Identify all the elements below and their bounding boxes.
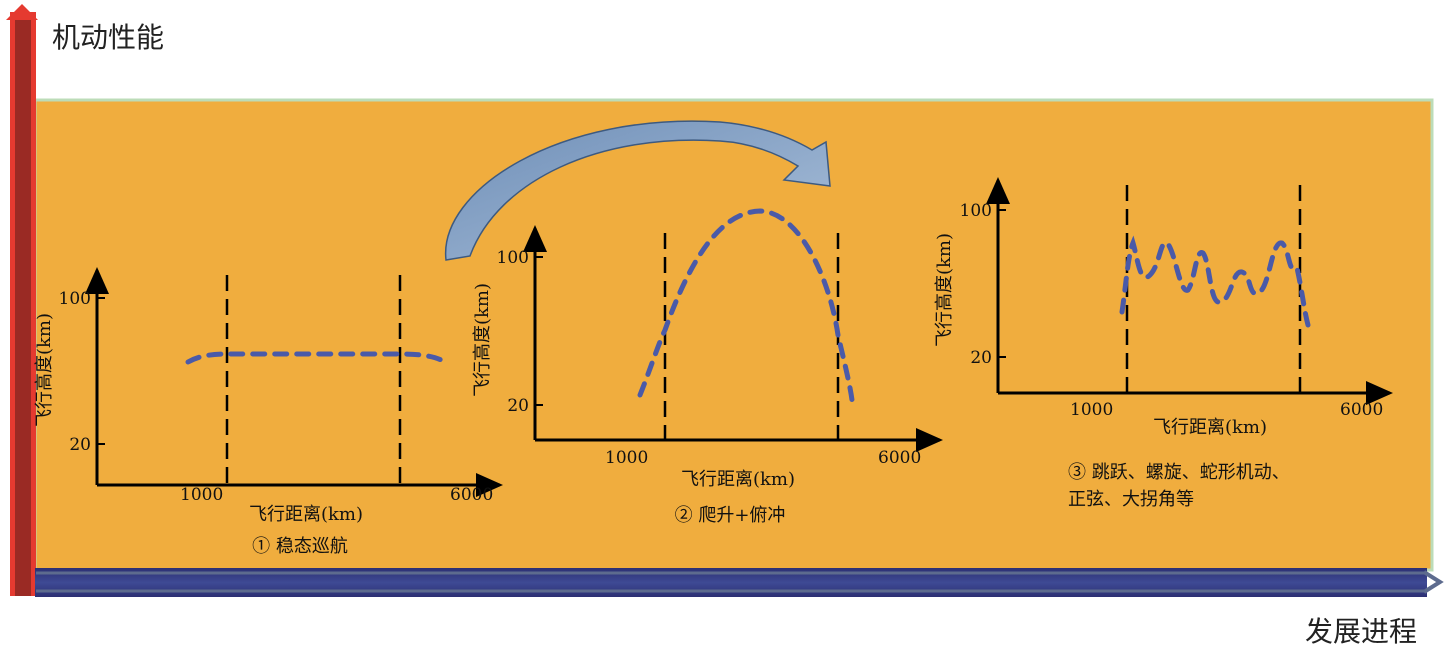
trajectory-panel-1: 100 20 1000 6000 飞行距离(km) 飞行高度(km) ① 稳态巡航 <box>34 267 503 557</box>
y-tick-label: 100 <box>59 289 91 309</box>
trajectory-panel-2: 100 20 1000 6000 飞行距离(km) 飞行高度(km) ② 爬升+俯冲 <box>472 208 943 526</box>
y-tick-label: 20 <box>69 435 91 455</box>
y-tick-label: 100 <box>497 248 529 268</box>
vertical-axis-arrow <box>6 4 38 596</box>
transition-curved-arrow <box>445 120 831 261</box>
y-axis-title: 机动性能 <box>52 21 164 54</box>
x-axis-label: 飞行距离(km) <box>249 504 363 525</box>
flight-trajectory <box>185 351 448 365</box>
trajectory-panel-3: 100 20 1000 6000 飞行距离(km) 飞行高度(km) ③ 跳跃、螺旋、蛇形机… <box>934 177 1393 510</box>
y-axis-label: 飞行高度(km) <box>34 313 55 427</box>
x-tick-label: 6000 <box>450 485 493 505</box>
y-tick-label: 100 <box>960 201 992 221</box>
x-axis-label: 飞行距离(km) <box>1153 417 1267 438</box>
x-tick-label: 1000 <box>605 448 648 468</box>
horizontal-axis-arrow <box>35 568 1444 597</box>
y-tick-label: 20 <box>970 348 992 368</box>
x-axis-label: 飞行距离(km) <box>681 469 795 490</box>
maneuver-caption: ② 爬升+俯冲 <box>675 505 786 526</box>
x-tick-label: 6000 <box>878 448 921 468</box>
flight-trajectory <box>1119 235 1311 328</box>
maneuver-caption: ③ 跳跃、螺旋、蛇形机动、 <box>1068 462 1290 483</box>
y-axis-label: 飞行高度(km) <box>472 283 493 397</box>
y-axis-label: 飞行高度(km) <box>934 233 955 347</box>
x-axis-title: 发展进程 <box>1305 615 1417 648</box>
orange-panel-background <box>33 98 1434 572</box>
maneuver-caption-line2: 正弦、大拐角等 <box>1068 489 1194 510</box>
maneuver-caption: ① 稳态巡航 <box>252 536 348 557</box>
flight-trajectory <box>637 208 855 403</box>
y-tick-label: 20 <box>507 396 529 416</box>
x-tick-label: 1000 <box>180 485 223 505</box>
x-tick-label: 1000 <box>1070 400 1113 420</box>
x-tick-label: 6000 <box>1340 400 1383 420</box>
